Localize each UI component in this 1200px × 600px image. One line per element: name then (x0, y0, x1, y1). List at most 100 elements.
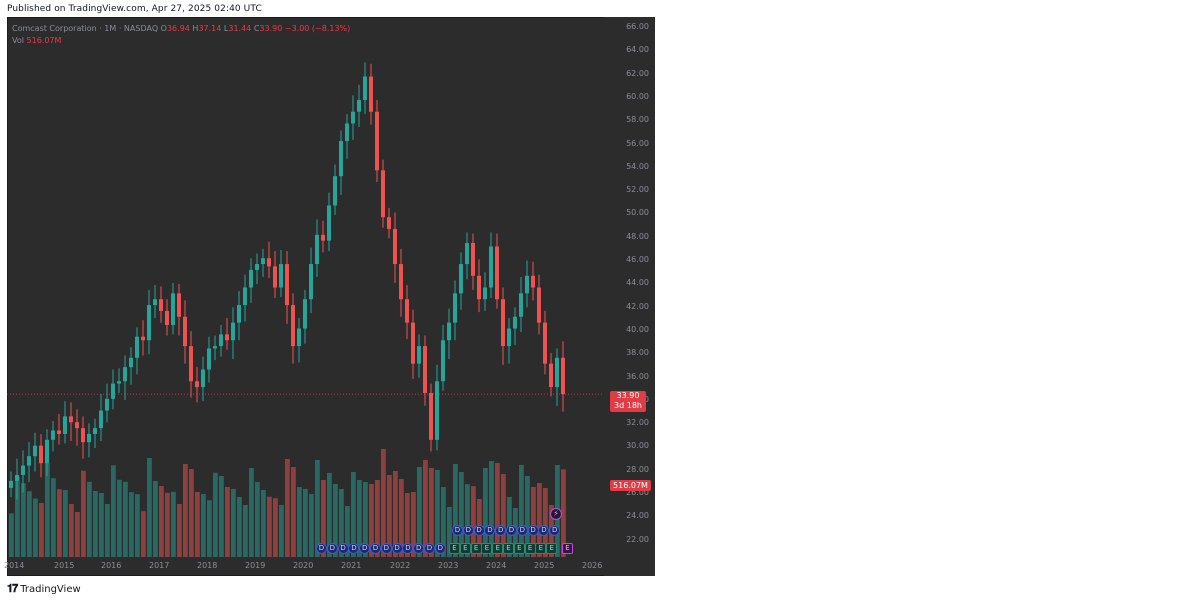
open-label: O (160, 24, 167, 33)
candle-body (51, 430, 55, 440)
candle-body (561, 357, 565, 395)
volume-bar (219, 476, 224, 557)
earnings-marker[interactable]: E (513, 543, 525, 554)
candlestick-plot[interactable] (7, 17, 604, 559)
earnings-marker[interactable]: E (503, 543, 514, 554)
dividend-marker[interactable]: D (484, 525, 496, 536)
candle-body (309, 264, 313, 300)
earnings-marker[interactable]: E (481, 543, 493, 554)
candle-body (357, 100, 361, 112)
symbol-title[interactable]: Comcast Corporation · 1M · NASDAQ (12, 24, 159, 33)
candle-body (231, 322, 235, 341)
candle-body (387, 217, 391, 229)
candle-body (423, 346, 427, 393)
dividend-marker[interactable]: D (359, 543, 371, 554)
candle-body (261, 258, 265, 265)
dividend-marker[interactable]: D (391, 543, 403, 554)
dividend-marker[interactable]: D (549, 525, 561, 536)
dividend-marker[interactable]: D (348, 543, 360, 554)
volume-bar (153, 481, 158, 557)
volume-bar (387, 475, 392, 557)
dividend-marker[interactable]: D (413, 543, 425, 554)
dividend-marker[interactable]: D (424, 543, 435, 554)
dividend-marker[interactable]: D (473, 525, 485, 536)
dividend-marker[interactable]: D (337, 543, 349, 554)
candle-body (159, 299, 163, 311)
earnings-marker[interactable]: E (459, 543, 471, 554)
symbol-header: Comcast Corporation · 1M · NASDAQ O36.94… (12, 24, 350, 33)
volume-bar (321, 480, 326, 557)
candle-body (369, 76, 373, 112)
volume-bar (171, 491, 176, 557)
candle-body (171, 293, 175, 325)
dividend-marker[interactable]: D (434, 543, 446, 554)
volume-bar (537, 483, 542, 557)
time-tick-label: 2022 (390, 561, 411, 570)
candle-body (135, 336, 139, 358)
dividend-marker[interactable]: D (370, 543, 381, 554)
candle-body (327, 205, 331, 241)
candle-body (87, 433, 91, 443)
volume-bar (285, 459, 290, 557)
dividend-marker[interactable]: D (462, 525, 474, 536)
bar-countdown: 3d 18h (614, 401, 642, 410)
tradingview-logo-text: TradingView (20, 583, 81, 595)
volume-bar (21, 483, 26, 557)
price-tick-label: 44.00 (626, 278, 649, 288)
volume-bar (123, 481, 128, 557)
price-axis[interactable]: 66.00 64.00 62.00 60.00 58.00 56.00 54.00 52.00… (604, 17, 655, 576)
tradingview-logo[interactable]: 𝟏𝟕 TradingView (7, 582, 81, 596)
dividend-marker[interactable]: D (516, 525, 528, 536)
earnings-marker[interactable]: E (470, 543, 482, 554)
earnings-marker[interactable]: E (535, 543, 547, 554)
earnings-marker[interactable]: E (449, 543, 460, 554)
candle-body (237, 305, 241, 323)
upcoming-earnings-marker[interactable]: E (562, 543, 573, 554)
candle-body (393, 228, 397, 265)
price-tick-label: 22.00 (626, 534, 649, 544)
dividend-marker[interactable]: D (326, 543, 338, 554)
earnings-marker[interactable]: E (524, 543, 536, 554)
dividend-marker[interactable]: D (316, 543, 327, 554)
volume-bar (369, 484, 374, 557)
candle-body (489, 246, 493, 288)
volume-bar (375, 480, 380, 557)
dividend-marker[interactable]: D (402, 543, 414, 554)
time-tick-label: 2019 (245, 561, 266, 570)
price-tick-label: 36.00 (626, 371, 649, 381)
dividend-marker[interactable]: D (538, 525, 550, 536)
volume-bar (495, 463, 500, 557)
dividend-marker[interactable]: D (380, 543, 392, 554)
dividend-marker[interactable]: D (527, 525, 539, 536)
candle-body (411, 322, 415, 364)
candle-body (459, 264, 463, 294)
volume-bar (381, 449, 386, 557)
volume-bar (543, 488, 548, 557)
candle-body (99, 410, 103, 429)
volume-bar (141, 511, 146, 557)
volume-bar (63, 490, 68, 557)
price-tick-label: 54.00 (626, 161, 649, 171)
time-axis[interactable]: 2014 2015 2016 2017 2018 2019 2020 2021 2022 2023… (4, 559, 655, 575)
volume-bar (225, 487, 230, 557)
price-tick-label: 28.00 (626, 464, 649, 474)
dividend-marker[interactable]: D (506, 525, 517, 536)
time-tick-label: 2023 (438, 561, 459, 570)
tradingview-logo-icon: 𝟏𝟕 (7, 582, 18, 595)
price-tick-label: 56.00 (626, 138, 649, 148)
candle-body (519, 293, 523, 317)
dividend-marker[interactable]: D (452, 525, 463, 536)
volume-bar (333, 484, 338, 557)
earnings-marker[interactable]: E (492, 543, 504, 554)
dividend-marker[interactable]: D (495, 525, 507, 536)
volume-bar (429, 468, 434, 557)
earnings-marker[interactable]: E (546, 543, 558, 554)
candle-body (441, 340, 445, 382)
candle-body (333, 176, 337, 206)
candle-body (351, 111, 355, 124)
lightning-icon[interactable]: ⚡ (550, 508, 562, 520)
volume-bar (393, 471, 398, 557)
volume-bar (339, 489, 344, 557)
candle-body (15, 474, 19, 481)
volume-bar (525, 476, 530, 557)
